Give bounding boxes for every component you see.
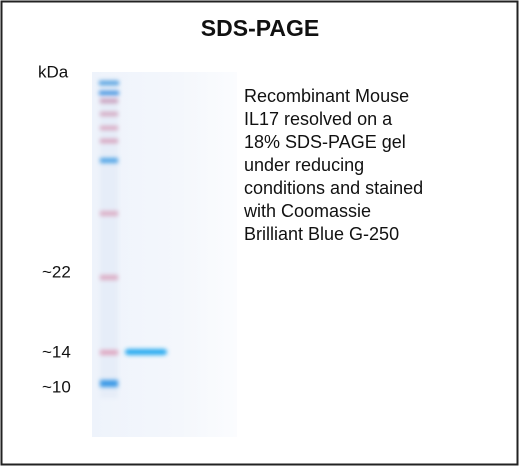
marker-label: ~10 [42, 377, 71, 396]
axis-unit: kDa [38, 62, 69, 81]
sample-band [125, 349, 167, 355]
description-line: Brilliant Blue G-250 [244, 224, 399, 244]
marker-label: ~14 [42, 342, 71, 361]
description-line: 18% SDS-PAGE gel [244, 132, 406, 152]
description: Recombinant Mouse IL17 resolved on a 18%… [243, 86, 423, 244]
marker-label: ~22 [42, 262, 71, 281]
ladder-bands [99, 81, 119, 387]
description-line: Recombinant Mouse [244, 86, 409, 106]
description-line: IL17 resolved on a [244, 109, 393, 129]
description-line: conditions and stained [244, 178, 423, 198]
description-line: under reducing [244, 155, 364, 175]
description-line: with Coomassie [243, 201, 371, 221]
title: SDS-PAGE [201, 15, 319, 41]
